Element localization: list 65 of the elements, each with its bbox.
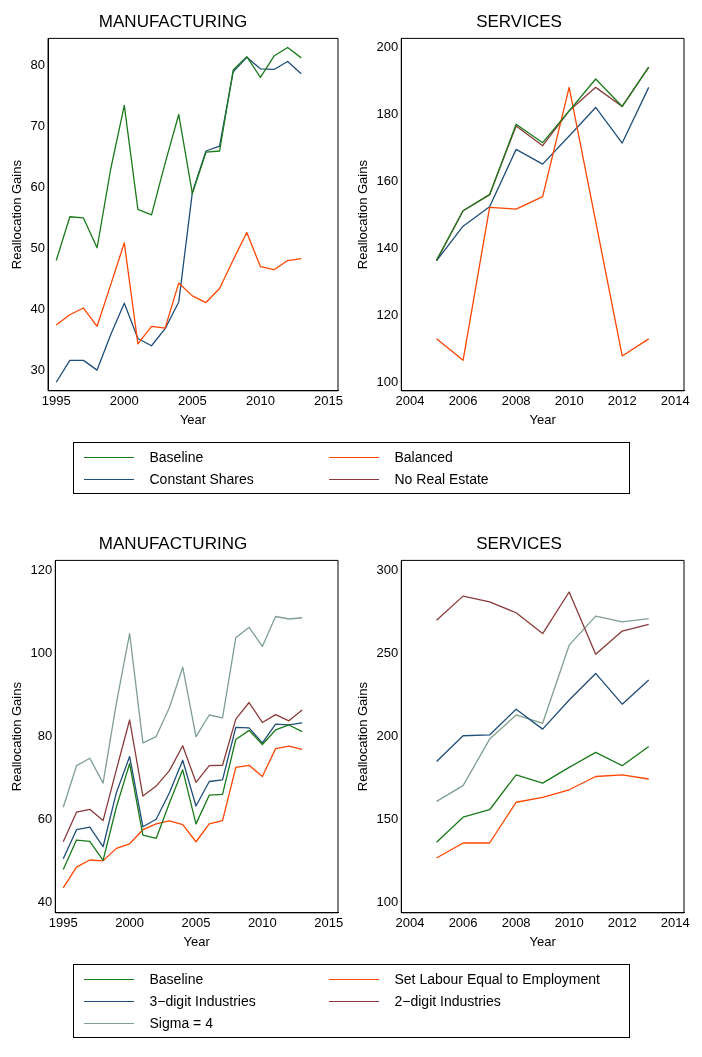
y-tick-label: 300 bbox=[376, 561, 399, 577]
y-tick-label: 160 bbox=[376, 172, 399, 188]
y-tick-label: 50 bbox=[30, 239, 46, 255]
y-tick-label: 200 bbox=[376, 38, 399, 54]
y-tick-label: 200 bbox=[376, 728, 399, 744]
y-tick-label: 100 bbox=[30, 645, 53, 661]
y-tick-label: 30 bbox=[30, 361, 46, 377]
legend-label: Baseline bbox=[149, 449, 204, 465]
x-tick-label: 2004 bbox=[395, 393, 425, 409]
legend-label: Balanced bbox=[394, 449, 453, 465]
x-tick-label: 2000 bbox=[115, 915, 145, 931]
legend-label: Constant Shares bbox=[149, 471, 254, 487]
y-axis-title: Reallocation Gains bbox=[9, 159, 25, 270]
y-tick-label: 140 bbox=[376, 239, 399, 255]
x-tick-label: 2008 bbox=[501, 393, 531, 409]
y-tick-label: 150 bbox=[376, 811, 399, 827]
legend-label: 3−digit Industries bbox=[149, 993, 256, 1009]
x-tick-label: 2014 bbox=[660, 915, 690, 931]
y-tick-label: 60 bbox=[37, 811, 53, 827]
chart-title: SERVICES bbox=[476, 11, 562, 31]
y-tick-label: 80 bbox=[37, 728, 53, 744]
x-tick-label: 2012 bbox=[607, 915, 637, 931]
y-tick-label: 40 bbox=[30, 300, 46, 316]
x-tick-label: 1995 bbox=[41, 393, 71, 409]
chart-title: MANUFACTURING bbox=[98, 11, 248, 31]
x-tick-label: 2006 bbox=[448, 915, 478, 931]
legend-label: Sigma = 4 bbox=[149, 1015, 213, 1031]
legend-label: 2−digit Industries bbox=[394, 993, 501, 1009]
x-axis-title: Year bbox=[529, 411, 557, 427]
y-tick-label: 80 bbox=[30, 57, 46, 73]
x-tick-label: 2014 bbox=[660, 393, 690, 409]
x-tick-label: 1995 bbox=[48, 915, 78, 931]
x-tick-label: 2004 bbox=[395, 915, 425, 931]
legend-label: Baseline bbox=[149, 971, 204, 987]
x-tick-label: 2005 bbox=[181, 915, 211, 931]
legend-label: Set Labour Equal to Employment bbox=[394, 971, 600, 987]
x-tick-label: 2010 bbox=[554, 393, 584, 409]
x-tick-label: 2010 bbox=[247, 915, 277, 931]
y-tick-label: 60 bbox=[30, 179, 46, 195]
x-axis-title: Year bbox=[529, 933, 557, 949]
y-tick-label: 250 bbox=[376, 645, 399, 661]
y-axis-title: Reallocation Gains bbox=[355, 681, 371, 792]
chart-title: MANUFACTURING bbox=[98, 533, 248, 553]
y-tick-label: 180 bbox=[376, 105, 399, 121]
x-axis-title: Year bbox=[183, 933, 211, 949]
x-tick-label: 2000 bbox=[109, 393, 139, 409]
y-axis-title: Reallocation Gains bbox=[9, 681, 25, 792]
x-tick-label: 2012 bbox=[607, 393, 637, 409]
x-tick-label: 2015 bbox=[314, 915, 344, 931]
y-tick-label: 120 bbox=[30, 561, 53, 577]
chart-title: SERVICES bbox=[476, 533, 562, 553]
x-tick-label: 2015 bbox=[314, 393, 343, 409]
x-tick-label: 2008 bbox=[501, 915, 531, 931]
y-tick-label: 120 bbox=[376, 306, 399, 322]
y-tick-label: 100 bbox=[376, 374, 399, 389]
x-tick-label: 2010 bbox=[554, 915, 584, 931]
y-tick-label: 40 bbox=[37, 894, 53, 910]
legend-label: No Real Estate bbox=[394, 471, 489, 487]
y-tick-label: 100 bbox=[376, 894, 399, 910]
x-tick-label: 2006 bbox=[448, 393, 478, 409]
y-tick-label: 70 bbox=[30, 118, 46, 134]
x-tick-label: 2005 bbox=[177, 393, 207, 409]
y-axis-title: Reallocation Gains bbox=[355, 159, 371, 270]
x-tick-label: 2010 bbox=[245, 393, 275, 409]
x-axis-title: Year bbox=[179, 411, 207, 427]
